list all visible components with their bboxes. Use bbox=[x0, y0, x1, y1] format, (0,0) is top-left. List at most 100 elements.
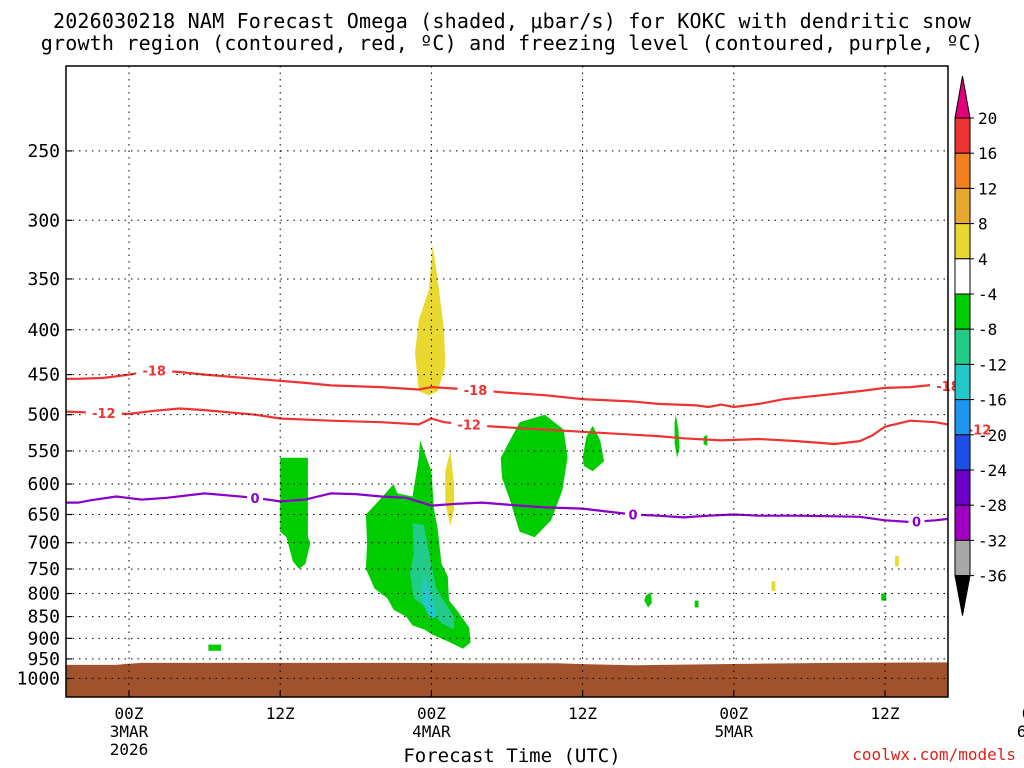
y-tick-label: 450 bbox=[27, 365, 60, 386]
y-tick-label: 550 bbox=[27, 441, 60, 462]
contour-label-background bbox=[625, 507, 641, 522]
y-tick-label: 1000 bbox=[17, 668, 60, 689]
omega-shaded-cell bbox=[445, 450, 455, 526]
omega-shaded-cell bbox=[500, 414, 568, 538]
colorbar-tick-label: 8 bbox=[978, 215, 988, 234]
omega-shaded-cell bbox=[771, 581, 776, 592]
colorbar-segment bbox=[954, 504, 971, 541]
plot-area bbox=[66, 244, 948, 697]
y-tick-label: 700 bbox=[27, 533, 60, 554]
contour-line bbox=[66, 492, 948, 524]
colorbar-tick-label: -8 bbox=[978, 320, 997, 339]
colorbar-tick-label: -16 bbox=[978, 391, 1007, 410]
contour-label-background bbox=[85, 405, 122, 420]
y-tick-label: 650 bbox=[27, 505, 60, 526]
x-axis-label: Forecast Time (UTC) bbox=[403, 745, 621, 767]
contour-label: -18 bbox=[464, 384, 488, 399]
x-tick-label: 3MAR bbox=[110, 722, 149, 741]
colorbar-tick-label: -36 bbox=[978, 567, 1007, 586]
site-credit: coolwx.com/models bbox=[852, 745, 1016, 764]
y-tick-label: 400 bbox=[27, 320, 60, 341]
x-tick-label: 12Z bbox=[568, 704, 597, 723]
x-tick-label: 2026 bbox=[110, 740, 149, 759]
contour-label: -18 bbox=[142, 364, 166, 379]
x-tick-label: 12Z bbox=[871, 704, 900, 723]
contour-label-background bbox=[908, 514, 925, 529]
colorbar-tick-label: 20 bbox=[978, 109, 997, 128]
colorbar-tick-label: -12 bbox=[978, 355, 1007, 374]
terrain-fill bbox=[66, 662, 948, 697]
colorbar-top-arrow bbox=[954, 75, 971, 119]
y-tick-label: 600 bbox=[27, 474, 60, 495]
x-tick-label: 5MAR bbox=[715, 722, 754, 741]
contour-label: -12 bbox=[92, 407, 116, 422]
y-tick-label: 800 bbox=[27, 584, 60, 605]
x-tick-label: 00Z bbox=[719, 704, 748, 723]
colorbar-segment bbox=[954, 539, 971, 577]
y-tick-label: 950 bbox=[27, 649, 60, 670]
y-tick-label: 900 bbox=[27, 628, 60, 649]
colorbar-segment bbox=[954, 363, 971, 401]
colorbar-tick-label: 16 bbox=[978, 144, 997, 163]
y-tick-label: 500 bbox=[27, 405, 60, 426]
colorbar-segment bbox=[954, 187, 971, 225]
colorbar: 20 16 12 8 4 -4 -8 -12 -16 -20 -24 -28 -32 -36 bbox=[954, 75, 1007, 616]
y-tick-label: 350 bbox=[27, 269, 60, 290]
axes: 2503003504004505005506006507007508008509… bbox=[17, 65, 1024, 759]
plot-frame bbox=[65, 65, 949, 698]
chart-title-line-2: growth region (contoured, red, ºC) and f… bbox=[40, 31, 984, 55]
x-tick-label: 4MAR bbox=[412, 722, 451, 741]
contour-label: 0 bbox=[628, 509, 637, 524]
contour-label: -12 bbox=[457, 419, 481, 434]
colorbar-tick-label: -4 bbox=[978, 285, 997, 304]
colorbar-bottom-arrow bbox=[954, 575, 971, 616]
x-tick-label: 12Z bbox=[266, 704, 295, 723]
contour-label-background bbox=[451, 417, 488, 432]
contour-label-background bbox=[247, 490, 263, 505]
contour-label-background bbox=[136, 363, 173, 378]
omega-shaded-cell bbox=[280, 457, 311, 569]
omega-shaded-cell bbox=[895, 556, 899, 567]
colorbar-segment bbox=[954, 328, 971, 365]
x-tick-label: 00Z bbox=[115, 704, 144, 723]
grid-lines bbox=[66, 66, 948, 697]
colorbar-tick-label: -20 bbox=[978, 426, 1007, 445]
omega-shaded-cell bbox=[881, 593, 887, 601]
colorbar-segment bbox=[954, 434, 971, 471]
y-tick-label: 300 bbox=[27, 210, 60, 231]
contour-line bbox=[66, 369, 948, 409]
colorbar-tick-label: -28 bbox=[978, 496, 1007, 515]
colorbar-segment bbox=[954, 152, 971, 189]
colorbar-segment bbox=[954, 399, 971, 436]
y-tick-label: 250 bbox=[27, 141, 60, 162]
colorbar-tick-label: 12 bbox=[978, 179, 997, 198]
colorbar-tick-label: -24 bbox=[978, 461, 1007, 480]
contour-label-background bbox=[457, 383, 494, 398]
colorbar-segment bbox=[954, 223, 971, 260]
omega-shaded-cell bbox=[582, 425, 604, 472]
x-tick-label: 00Z bbox=[417, 704, 446, 723]
contour-label: 0 bbox=[912, 516, 921, 531]
omega-shaded-cell bbox=[208, 644, 221, 651]
colorbar-segment bbox=[954, 117, 971, 154]
colorbar-segment bbox=[954, 293, 971, 330]
omega-shaded-cell bbox=[415, 244, 446, 396]
x-tick-label: 00Z bbox=[1022, 704, 1024, 723]
omega-shaded-cell bbox=[694, 600, 699, 608]
x-tick-label: 6MAR bbox=[1017, 722, 1024, 741]
chart-title-line-1: 2026030218 NAM Forecast Omega (shaded, μ… bbox=[52, 9, 972, 33]
y-tick-label: 850 bbox=[27, 607, 60, 628]
omega-shaded-cell bbox=[422, 574, 437, 619]
omega-shaded-cell bbox=[674, 414, 680, 458]
omega-shaded-cell bbox=[644, 592, 652, 608]
colorbar-tick-label: 4 bbox=[978, 250, 988, 269]
colorbar-segment bbox=[954, 469, 971, 506]
omega-shaded-cell bbox=[410, 523, 455, 630]
colorbar-segment bbox=[954, 258, 971, 295]
y-tick-label: 750 bbox=[27, 559, 60, 580]
contour-label: 0 bbox=[250, 492, 259, 507]
contour-line bbox=[66, 407, 948, 446]
colorbar-tick-label: -32 bbox=[978, 531, 1007, 550]
